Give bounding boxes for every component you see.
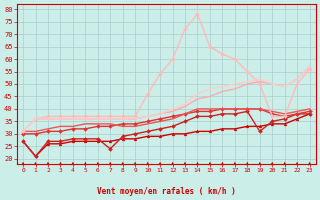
X-axis label: Vent moyen/en rafales ( km/h ): Vent moyen/en rafales ( km/h ) (97, 187, 236, 196)
